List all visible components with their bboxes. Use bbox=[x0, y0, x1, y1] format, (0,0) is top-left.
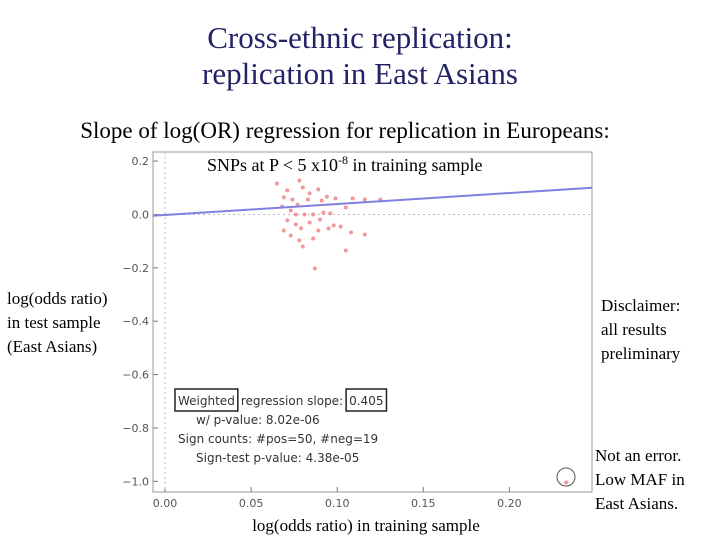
x-tick-label: 0.00 bbox=[153, 497, 178, 510]
point bbox=[316, 187, 321, 192]
point bbox=[316, 228, 321, 233]
point bbox=[305, 197, 310, 202]
plot-title-part: -8 bbox=[338, 153, 348, 167]
y-tick-label: −0.4 bbox=[122, 315, 149, 328]
note: East Asians. bbox=[595, 494, 678, 513]
point bbox=[343, 205, 348, 210]
plot-title-part: SNPs at P < 5 x10 bbox=[207, 155, 338, 175]
point bbox=[317, 217, 322, 222]
stats-text: 0.405 bbox=[349, 394, 383, 408]
y-axis-label: log(odds ratio) bbox=[7, 289, 108, 308]
plot-title: SNPs at P < 5 x10-8 in training sample bbox=[207, 153, 483, 175]
slide-title: Cross-ethnic replication: bbox=[207, 20, 513, 55]
point bbox=[321, 210, 326, 215]
y-tick-label: −0.2 bbox=[122, 262, 149, 275]
point bbox=[362, 232, 367, 237]
point bbox=[285, 218, 290, 223]
slide-subtitle: Slope of log(OR) regression for replicat… bbox=[80, 118, 610, 143]
outlier-circle bbox=[556, 467, 576, 487]
highlight-box bbox=[345, 388, 388, 412]
disclaimer: all results bbox=[601, 320, 667, 339]
point bbox=[307, 220, 312, 225]
point bbox=[331, 223, 336, 228]
y-tick-label: 0.2 bbox=[132, 155, 150, 168]
x-tick-label: 0.10 bbox=[325, 497, 350, 510]
point bbox=[564, 480, 569, 485]
point bbox=[288, 208, 293, 213]
point bbox=[297, 178, 302, 183]
plot-frame bbox=[152, 151, 593, 493]
point bbox=[312, 266, 317, 271]
point bbox=[307, 191, 312, 196]
point bbox=[311, 236, 316, 241]
point bbox=[293, 222, 298, 227]
y-axis-label: (East Asians) bbox=[7, 337, 97, 356]
y-axis-label: in test sample bbox=[7, 313, 100, 332]
stats-text: Weighted bbox=[178, 394, 235, 408]
point bbox=[311, 212, 316, 217]
point bbox=[297, 238, 302, 243]
y-tick-label: −0.8 bbox=[122, 422, 149, 435]
point bbox=[290, 197, 295, 202]
fit-line bbox=[152, 186, 593, 217]
point bbox=[285, 188, 290, 193]
point bbox=[343, 248, 348, 253]
point bbox=[281, 195, 286, 200]
point bbox=[274, 181, 279, 186]
point bbox=[319, 198, 324, 203]
point bbox=[299, 226, 304, 231]
point bbox=[326, 226, 331, 231]
disclaimer: Disclaimer: bbox=[601, 296, 680, 315]
stats-text: Sign-test p-value: 4.38e-05 bbox=[196, 451, 359, 465]
slide-title: replication in East Asians bbox=[202, 56, 518, 91]
point bbox=[348, 230, 353, 235]
note: Low MAF in bbox=[595, 470, 685, 489]
y-tick-label: −1.0 bbox=[122, 475, 149, 488]
y-tick-label: −0.6 bbox=[122, 369, 149, 382]
point bbox=[293, 212, 298, 217]
highlight-box bbox=[174, 388, 239, 412]
point bbox=[333, 196, 338, 201]
y-tick-label: 0.0 bbox=[132, 208, 150, 221]
point bbox=[350, 196, 355, 201]
point bbox=[324, 194, 329, 199]
point bbox=[288, 233, 293, 238]
stats-text: regression slope: bbox=[241, 394, 343, 408]
point bbox=[338, 224, 343, 229]
note: Not an error. bbox=[595, 446, 681, 465]
point bbox=[302, 212, 307, 217]
point bbox=[300, 244, 305, 249]
x-tick-label: 0.15 bbox=[411, 497, 436, 510]
point bbox=[328, 211, 333, 216]
point bbox=[281, 228, 286, 233]
stats-text: w/ p-value: 8.02e-06 bbox=[196, 413, 320, 427]
stats-text: Sign counts: #pos=50, #neg=19 bbox=[178, 432, 378, 446]
x-tick-label: 0.05 bbox=[239, 497, 264, 510]
point bbox=[362, 197, 367, 202]
point bbox=[300, 185, 305, 190]
x-tick-label: 0.20 bbox=[497, 497, 522, 510]
plot-title-part: in training sample bbox=[348, 155, 482, 175]
disclaimer: preliminary bbox=[601, 344, 681, 363]
x-axis-label: log(odds ratio) in training sample bbox=[252, 516, 480, 535]
